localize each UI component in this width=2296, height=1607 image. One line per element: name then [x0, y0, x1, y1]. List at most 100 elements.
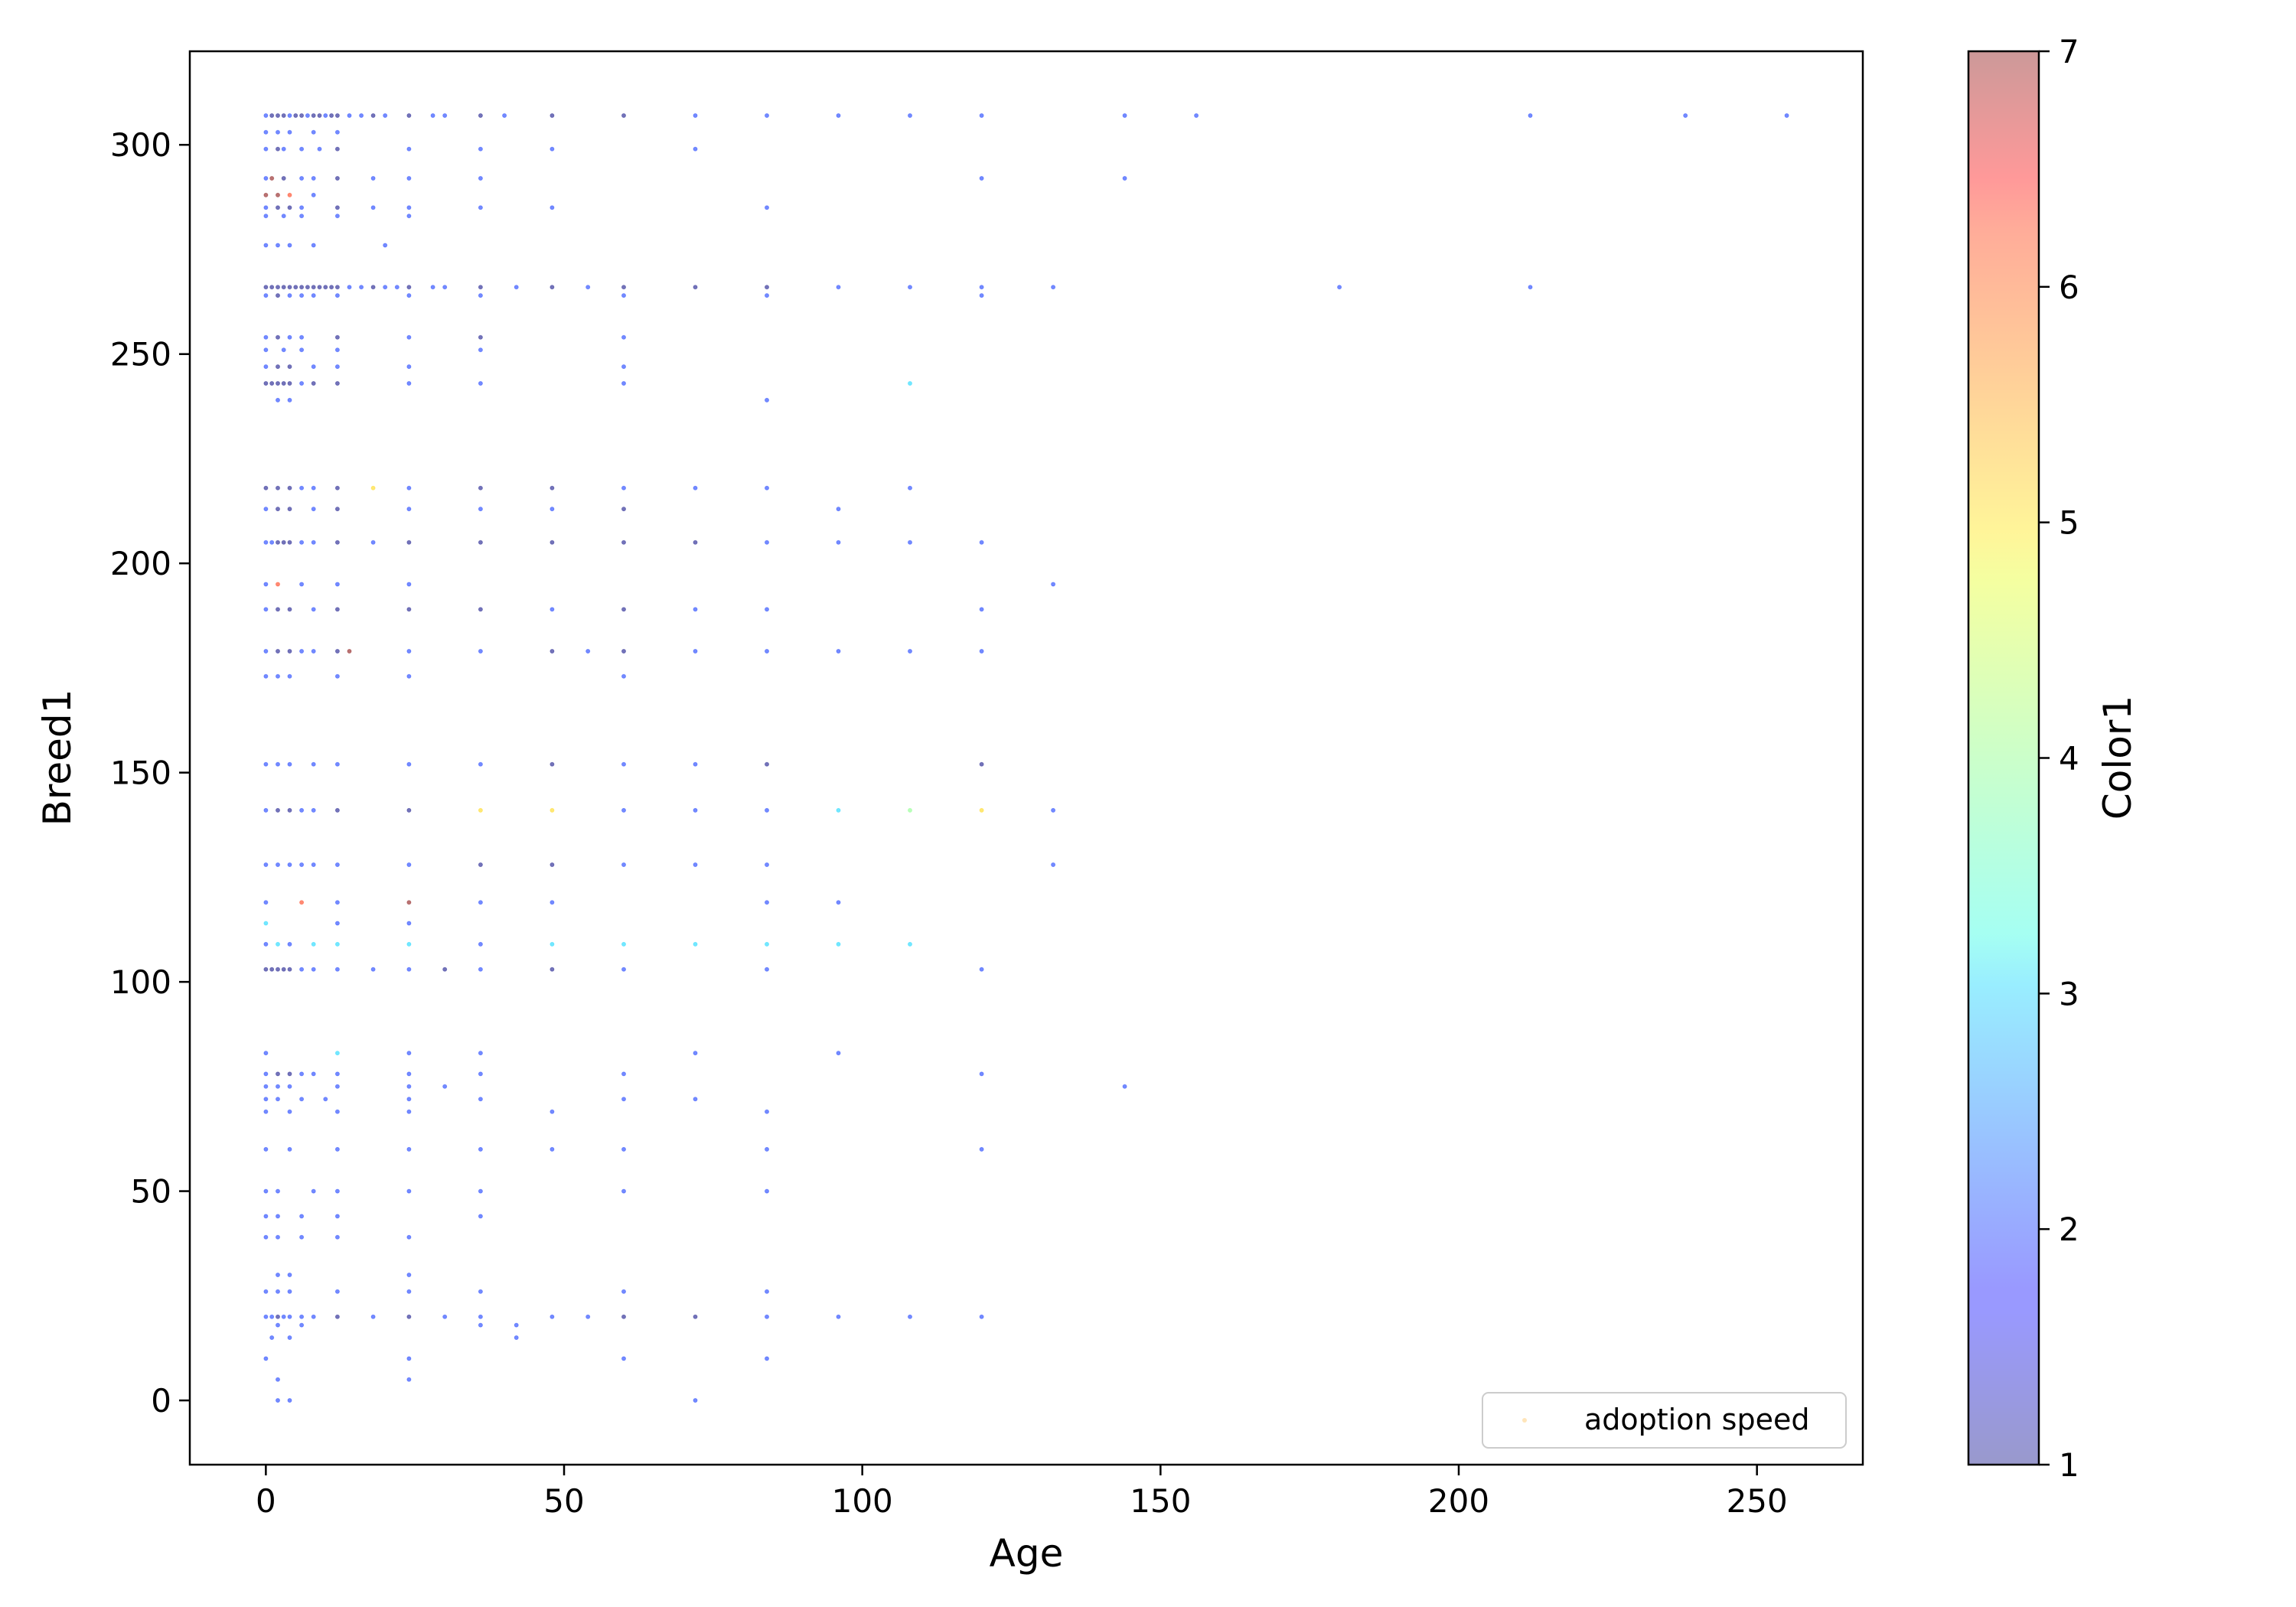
data-point — [317, 285, 322, 290]
data-point — [693, 1051, 698, 1056]
data-point — [478, 285, 483, 290]
data-point — [514, 285, 519, 290]
data-point — [406, 582, 412, 587]
data-point — [275, 673, 280, 679]
data-point — [269, 966, 275, 972]
data-point — [299, 900, 305, 905]
data-point — [263, 941, 269, 947]
data-point — [323, 285, 328, 290]
data-point — [621, 941, 627, 947]
data-point — [406, 1234, 412, 1240]
data-point — [836, 1051, 841, 1056]
data-point — [765, 1146, 770, 1152]
x-tick-label: 150 — [1130, 1482, 1191, 1520]
x-tick-label: 100 — [832, 1482, 893, 1520]
y-tick-label: 150 — [110, 755, 171, 792]
colorbar-tick-label: 4 — [2059, 740, 2079, 777]
data-point — [311, 1071, 316, 1077]
data-point — [287, 539, 292, 545]
y-tick-label: 300 — [110, 126, 171, 164]
data-point — [550, 507, 555, 512]
data-point — [311, 243, 316, 248]
data-point — [275, 146, 280, 152]
data-point — [370, 485, 376, 491]
data-point — [621, 293, 627, 298]
data-point — [334, 607, 340, 612]
data-point — [908, 807, 913, 813]
data-point — [406, 966, 412, 972]
data-point — [550, 146, 555, 152]
data-point — [1051, 807, 1056, 813]
data-point — [478, 175, 483, 181]
data-point — [765, 941, 770, 947]
data-point — [287, 380, 292, 386]
data-point — [1051, 582, 1056, 587]
data-point — [334, 1314, 340, 1319]
data-point — [765, 607, 770, 612]
data-point — [621, 485, 627, 491]
data-point — [299, 649, 305, 654]
data-point — [263, 607, 269, 612]
data-point — [287, 1071, 292, 1077]
data-point — [263, 1084, 269, 1089]
data-point — [299, 582, 305, 587]
data-point — [275, 205, 280, 210]
data-point — [287, 649, 292, 654]
data-point — [693, 607, 698, 612]
data-point — [334, 1289, 340, 1294]
data-point — [621, 761, 627, 767]
data-point — [979, 1071, 984, 1077]
data-point — [908, 539, 913, 545]
data-point — [406, 1377, 412, 1382]
data-point — [275, 539, 280, 545]
data-point — [621, 539, 627, 545]
data-point — [406, 485, 412, 491]
data-point — [406, 364, 412, 370]
data-point — [287, 364, 292, 370]
data-point — [478, 1314, 483, 1319]
data-point — [299, 205, 305, 210]
data-point — [406, 1109, 412, 1114]
data-point — [299, 1071, 305, 1077]
data-point — [311, 862, 316, 868]
data-point — [329, 285, 334, 290]
y-tick-label: 200 — [110, 545, 171, 582]
data-point — [299, 334, 305, 340]
data-point — [269, 380, 275, 386]
data-point — [299, 485, 305, 491]
data-point — [1122, 1084, 1127, 1089]
data-point — [263, 293, 269, 298]
data-point — [263, 334, 269, 340]
data-point — [263, 1071, 269, 1077]
legend-label: adoption speed — [1584, 1403, 1809, 1436]
data-point — [311, 112, 316, 118]
data-point — [406, 205, 412, 210]
data-point — [693, 146, 698, 152]
data-point — [979, 1314, 984, 1319]
data-point — [263, 862, 269, 868]
data-point — [299, 1322, 305, 1328]
data-point — [478, 347, 483, 353]
data-point — [275, 966, 280, 972]
data-point — [478, 1322, 483, 1328]
data-point — [502, 112, 507, 118]
colorbar-title: Color1 — [2095, 696, 2140, 820]
data-point — [275, 285, 280, 290]
data-point — [383, 112, 388, 118]
colorbar-tick-label: 1 — [2059, 1446, 2079, 1484]
data-point — [299, 966, 305, 972]
data-point — [334, 539, 340, 545]
x-tick-label: 50 — [543, 1482, 584, 1520]
data-point — [287, 205, 292, 210]
data-point — [406, 293, 412, 298]
data-point — [334, 673, 340, 679]
data-point — [406, 507, 412, 512]
data-point — [693, 761, 698, 767]
data-point — [287, 761, 292, 767]
data-point — [347, 112, 352, 118]
data-point — [765, 293, 770, 298]
data-point — [979, 175, 984, 181]
data-point — [281, 146, 286, 152]
data-point — [334, 1071, 340, 1077]
